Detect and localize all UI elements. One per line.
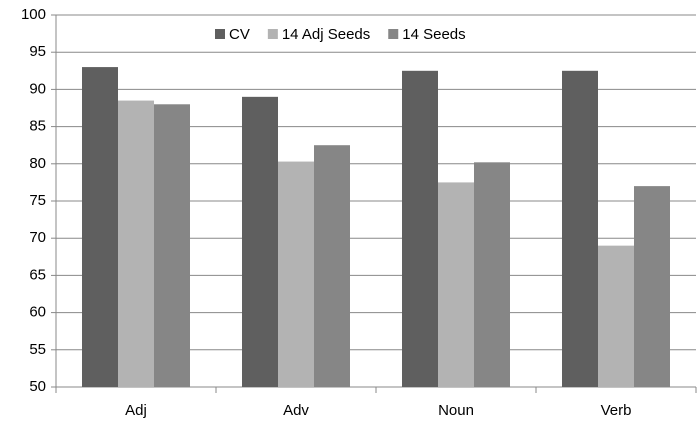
bar <box>278 161 314 387</box>
y-tick-label: 70 <box>29 229 46 246</box>
legend-label: 14 Adj Seeds <box>282 26 370 43</box>
y-tick-label: 95 <box>29 43 46 60</box>
y-tick-label: 90 <box>29 80 46 97</box>
bar <box>474 162 510 387</box>
y-tick-label: 80 <box>29 155 46 172</box>
bar <box>438 182 474 387</box>
bar <box>402 70 438 388</box>
bar <box>598 245 634 387</box>
bar <box>562 70 598 388</box>
x-tick-label: Adv <box>283 402 309 419</box>
y-tick-label: 55 <box>29 341 46 358</box>
bar <box>154 104 190 387</box>
y-tick-label: 65 <box>29 266 46 283</box>
legend-swatch <box>388 29 399 39</box>
y-tick-label: 50 <box>29 378 46 395</box>
y-tick-label: 100 <box>21 6 46 23</box>
legend-swatch <box>215 29 225 39</box>
y-tick-label: 75 <box>29 192 46 209</box>
y-tick-label: 60 <box>29 304 46 321</box>
x-tick-label: Noun <box>438 402 474 419</box>
bar <box>118 100 154 387</box>
legend-label: 14 Seeds <box>402 26 465 43</box>
x-tick-label: Adj <box>125 402 147 419</box>
legend-label: CV <box>229 26 250 43</box>
legend-swatch <box>267 29 278 39</box>
legend: CV 14 Adj Seeds 14 Seeds <box>215 26 466 43</box>
bar <box>314 145 350 387</box>
bar <box>634 186 670 387</box>
bar <box>82 67 118 387</box>
y-tick-label: 85 <box>29 118 46 135</box>
x-tick-label: Verb <box>601 402 632 419</box>
bar <box>242 96 278 387</box>
